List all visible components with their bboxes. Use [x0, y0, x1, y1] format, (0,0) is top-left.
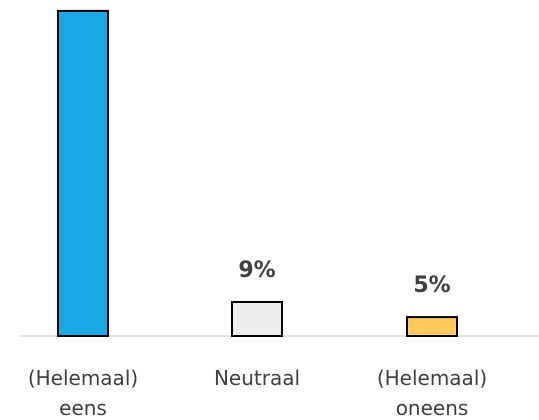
value-label-2: 5% — [413, 273, 450, 298]
category-label-0-line-1: eens — [59, 396, 107, 420]
category-label-0-line-0: (Helemaal) — [28, 366, 138, 390]
category-label-1: Neutraal — [214, 366, 300, 390]
category-label-1-line-0: Neutraal — [214, 366, 300, 390]
category-label-0: (Helemaal) eens — [28, 366, 138, 420]
bar-0 — [57, 9, 109, 337]
bar-1 — [231, 300, 283, 338]
category-label-2-line-0: (Helemaal) — [377, 366, 487, 390]
category-label-2: (Helemaal) oneens — [377, 366, 487, 420]
value-label-1: 9% — [238, 258, 275, 283]
bar-2 — [406, 316, 458, 338]
category-label-2-line-1: oneens — [396, 396, 469, 420]
